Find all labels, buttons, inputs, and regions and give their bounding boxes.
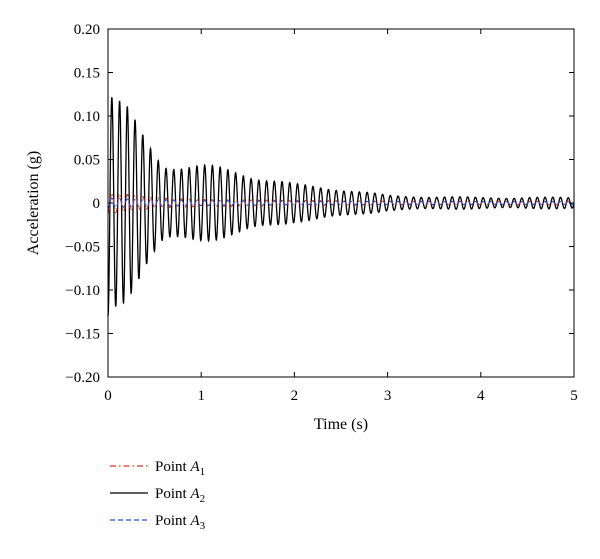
x-tick-label: 5 (570, 388, 578, 404)
x-tick-label: 1 (197, 388, 205, 404)
series-line-a2 (107, 97, 575, 317)
legend: Point A1 Point A2 Point A3 (110, 459, 206, 532)
series-layer (107, 97, 575, 317)
legend-label-a3: Point A3 (155, 513, 206, 532)
series-line-a1 (107, 192, 575, 214)
y-tick-label: 0 (93, 196, 101, 212)
x-tick-label: 2 (291, 388, 299, 404)
y-tick-label: −0.10 (65, 283, 100, 299)
y-tick-label: 0.05 (74, 153, 100, 169)
y-tick-label: 0.15 (74, 66, 100, 82)
y-tick-label: −0.05 (65, 240, 100, 256)
x-tick-label: 3 (384, 388, 392, 404)
y-tick-label: −0.15 (65, 327, 100, 343)
series-line-a3 (107, 197, 575, 209)
legend-label-a1: Point A1 (155, 459, 205, 478)
x-tick-label: 0 (104, 388, 112, 404)
y-tick-label: 0.20 (74, 22, 100, 38)
x-axis-title: Time (s) (314, 416, 368, 433)
x-tick-label: 4 (477, 388, 485, 404)
legend-label-a2: Point A2 (155, 486, 205, 505)
y-axis-title: Acceleration (g) (25, 151, 42, 255)
y-tick-label: 0.10 (74, 109, 100, 125)
y-tick-label: −0.20 (65, 370, 100, 386)
ticks-layer: 0 1 2 3 4 5 0.20 0.15 0.10 0.05 0 −0.05 −0.10 −0.15 −0… (65, 22, 577, 404)
